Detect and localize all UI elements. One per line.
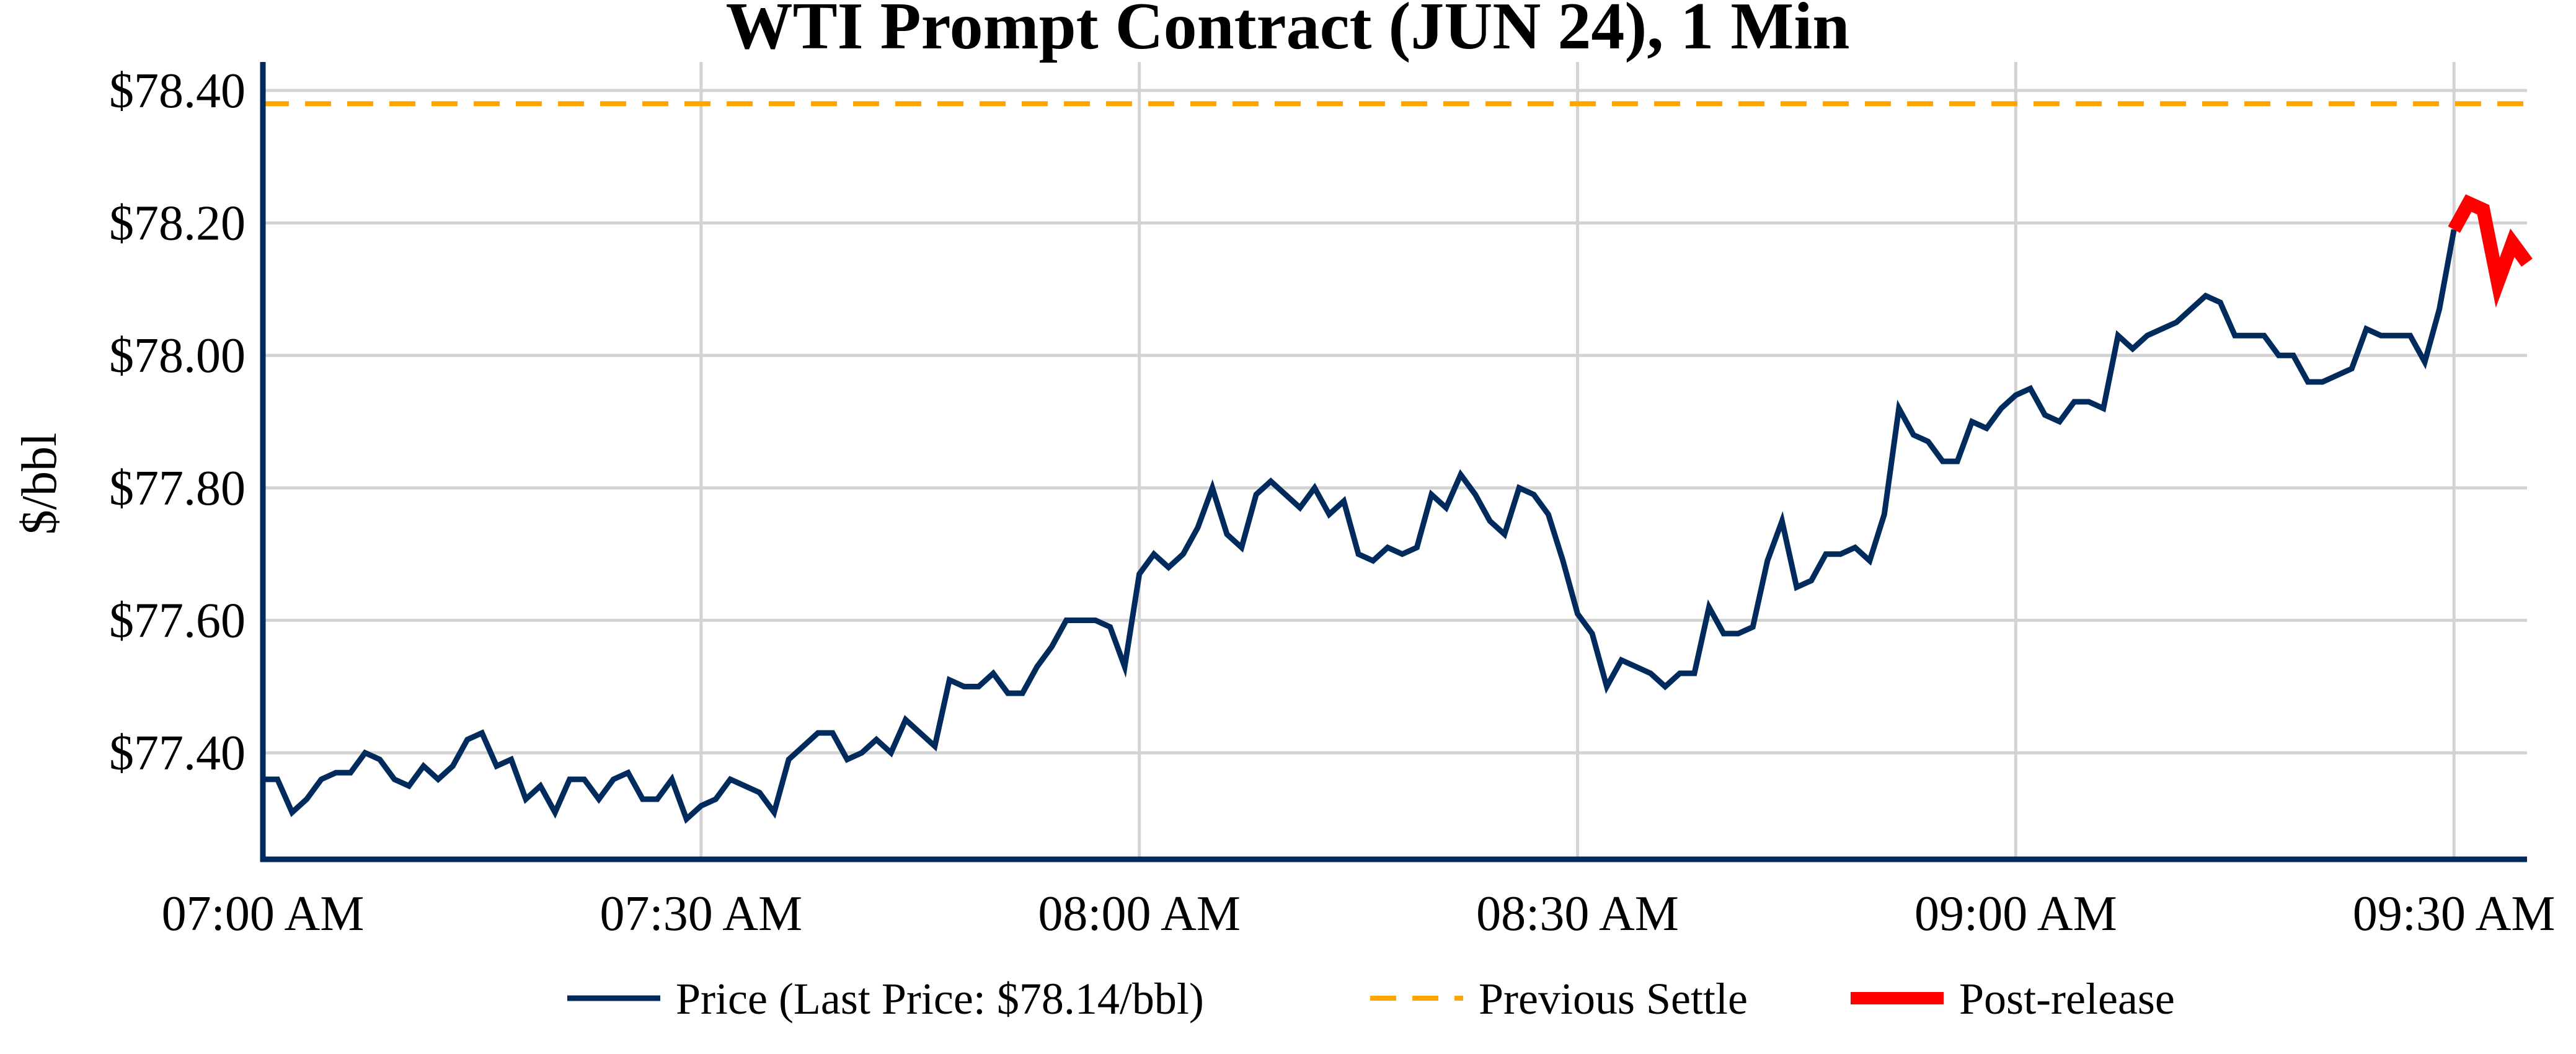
y-axis-label: $/bbl bbox=[12, 433, 67, 534]
y-tick-label: $77.40 bbox=[109, 726, 246, 781]
x-tick-label: 09:00 AM bbox=[1914, 887, 2117, 941]
y-tick-label: $77.60 bbox=[109, 594, 246, 649]
y-tick-label: $78.20 bbox=[109, 197, 246, 251]
y-axis-ticks: $77.40 $77.60 $77.80 $78.00 $78.20 $78.40 bbox=[109, 64, 246, 781]
x-tick-label: 07:30 AM bbox=[600, 887, 802, 941]
legend-price-label: Price (Last Price: $78.14/bbl) bbox=[676, 974, 1204, 1024]
x-axis-ticks: 07:00 AM 07:30 AM 08:00 AM 08:30 AM 09:00 AM… bbox=[162, 887, 2556, 941]
gridlines bbox=[261, 62, 2527, 857]
y-tick-label: $77.80 bbox=[109, 461, 246, 516]
x-tick-label: 08:00 AM bbox=[1038, 887, 1241, 941]
x-tick-label: 07:00 AM bbox=[162, 887, 365, 941]
y-tick-label: $78.40 bbox=[109, 64, 246, 118]
chart-title: WTI Prompt Contract (JUN 24), 1 Min bbox=[726, 0, 1850, 63]
legend-post-release-label: Post-release bbox=[1959, 974, 2175, 1024]
y-tick-label: $78.00 bbox=[109, 329, 246, 383]
series-lines bbox=[263, 101, 2533, 824]
legend-previous-settle-label: Previous Settle bbox=[1479, 974, 1748, 1024]
price-line bbox=[263, 229, 2457, 824]
x-tick-label: 08:30 AM bbox=[1476, 887, 1679, 941]
post-release-line bbox=[2448, 194, 2533, 308]
x-tick-label: 09:30 AM bbox=[2353, 887, 2556, 941]
legend: Price (Last Price: $78.14/bbl) Previous S… bbox=[567, 974, 2175, 1024]
